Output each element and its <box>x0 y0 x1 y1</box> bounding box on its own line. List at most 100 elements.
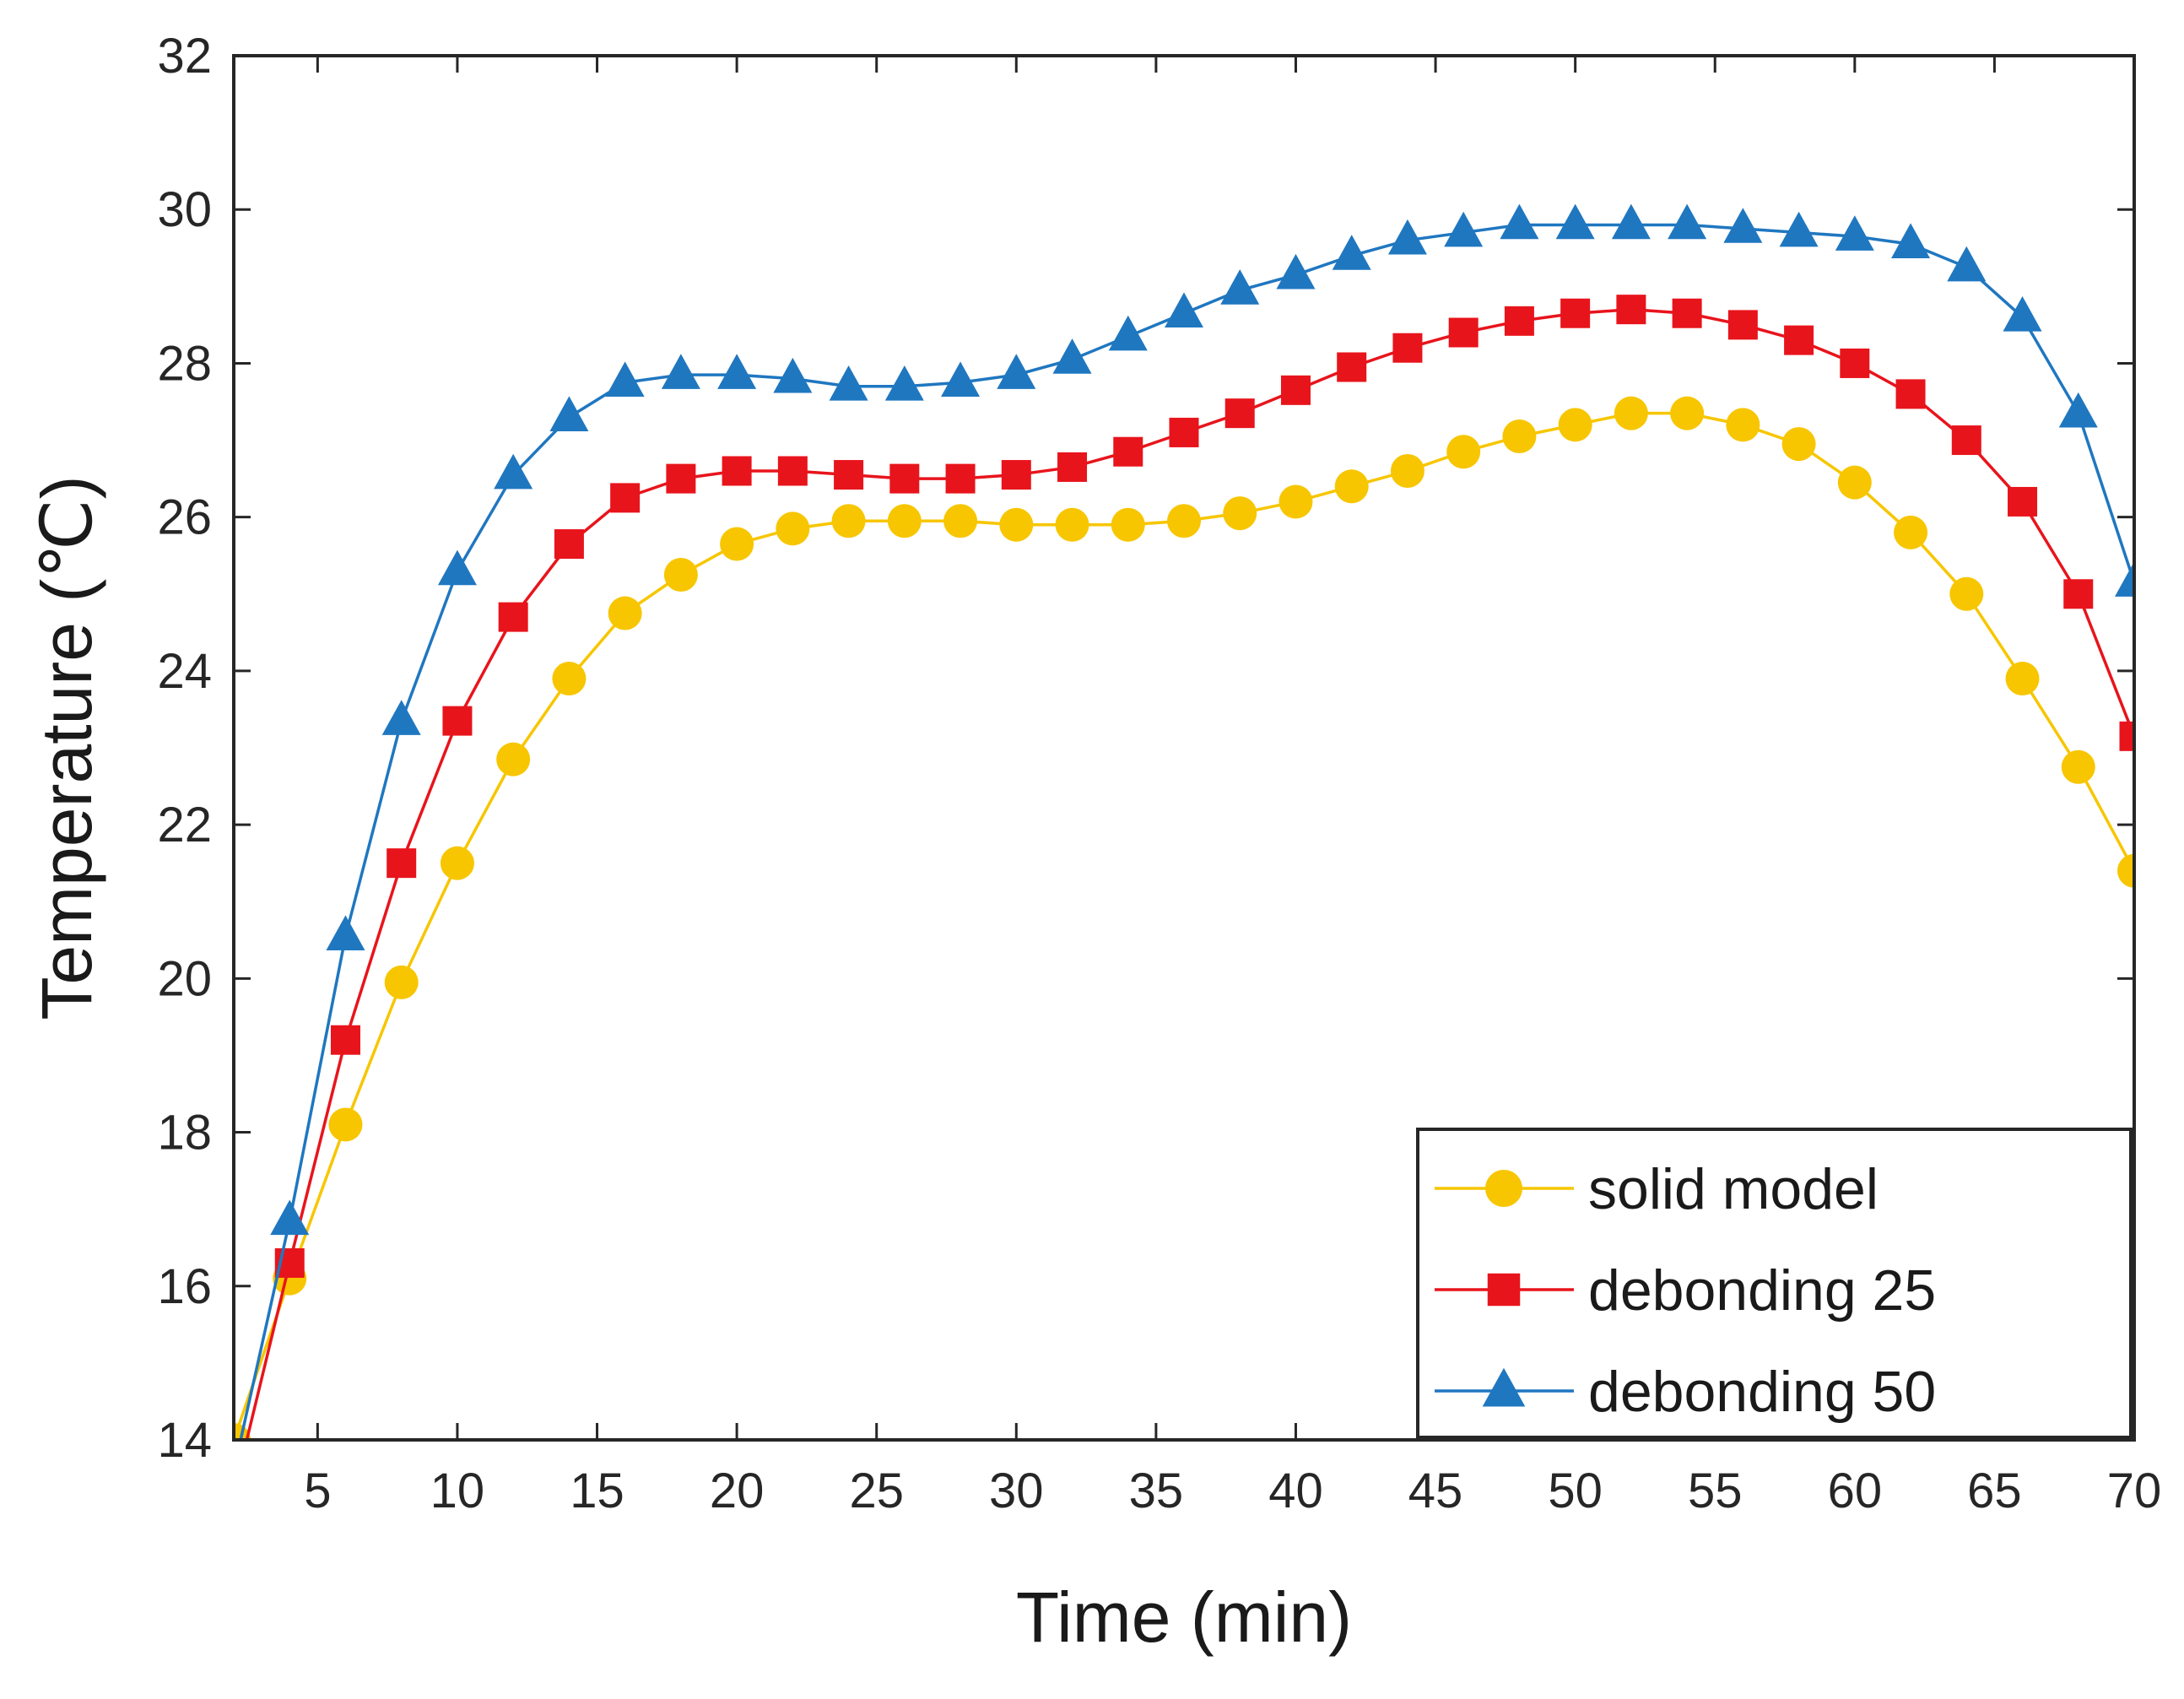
point-debonding-50-marker-28 <box>1779 211 1819 247</box>
point-debonding-50-marker-4 <box>437 549 477 586</box>
point-debonding-25-marker-26 <box>1672 298 1702 328</box>
series-clip-group <box>234 203 2134 1440</box>
legend-label-solid-model: solid model <box>1588 1157 1879 1221</box>
point-debonding-50-marker-32 <box>2003 295 2042 332</box>
x-tick-label-70: 70 <box>2107 1464 2162 1518</box>
point-solid-model-marker-5 <box>496 742 531 776</box>
point-solid-model-marker-19 <box>1279 484 1313 519</box>
point-debonding-50-marker-27 <box>1723 208 1763 243</box>
x-tick-label-15: 15 <box>570 1464 624 1518</box>
y-tick-label-24: 24 <box>157 644 212 699</box>
point-debonding-25-marker-16 <box>1113 436 1143 467</box>
point-debonding-50-marker-15 <box>1052 338 1092 374</box>
point-debonding-50-marker-24 <box>1555 203 1595 240</box>
point-debonding-25-marker-27 <box>1727 310 1758 340</box>
point-debonding-50-marker-19 <box>1276 253 1316 289</box>
y-tick-label-26: 26 <box>157 490 212 545</box>
point-debonding-50-marker-31 <box>1947 246 1987 282</box>
point-solid-model-marker-24 <box>1558 408 1592 442</box>
series-solid-model <box>234 396 2134 1440</box>
x-tick-label-65: 65 <box>1967 1464 2022 1518</box>
point-solid-model-marker-32 <box>2005 662 2040 695</box>
point-solid-model-marker-30 <box>1894 515 1928 549</box>
point-debonding-25-marker-11 <box>834 460 864 490</box>
x-tick-label-20: 20 <box>710 1464 765 1518</box>
point-solid-model-marker-27 <box>1726 408 1760 442</box>
legend-entry-debonding-25: debonding 25 <box>1435 1258 1936 1323</box>
point-debonding-25-marker-4 <box>442 706 473 736</box>
legend-entry-debonding-50: debonding 50 <box>1435 1360 1936 1424</box>
x-tick-label-45: 45 <box>1408 1464 1463 1518</box>
point-debonding-25-marker-9 <box>722 456 752 486</box>
point-debonding-50-marker-22 <box>1444 211 1484 247</box>
point-debonding-50-marker-10 <box>773 357 813 393</box>
series-layer <box>234 203 2134 1440</box>
point-debonding-25-marker-20 <box>1337 352 1367 382</box>
point-solid-model-marker-22 <box>1446 435 1481 469</box>
point-debonding-50-marker-17 <box>1165 292 1203 328</box>
point-debonding-50-marker-16 <box>1108 315 1148 351</box>
point-debonding-25-marker-29 <box>1840 348 1870 378</box>
legend-label-debonding-50: debonding 50 <box>1588 1360 1936 1424</box>
y-tick-label-14: 14 <box>157 1413 212 1468</box>
point-debonding-50-marker-14 <box>997 354 1036 389</box>
y-tick-label-32: 32 <box>157 29 212 84</box>
point-debonding-50-marker-3 <box>381 700 421 735</box>
point-debonding-50-marker-23 <box>1500 203 1539 240</box>
point-debonding-25-marker-32 <box>2008 486 2038 517</box>
x-tick-label-50: 50 <box>1548 1464 1603 1518</box>
point-solid-model-marker-33 <box>2061 749 2095 784</box>
point-solid-model-marker-29 <box>1837 465 1872 500</box>
point-debonding-50-marker-2 <box>326 915 365 951</box>
legend-debonding-50-marker-0 <box>1482 1367 1526 1407</box>
point-solid-model-marker-34 <box>2117 853 2134 888</box>
point-solid-model-marker-12 <box>887 504 922 538</box>
point-debonding-25-marker-19 <box>1280 375 1311 405</box>
point-debonding-50-marker-9 <box>717 354 757 389</box>
point-debonding-50-marker-30 <box>1891 223 1931 259</box>
point-debonding-25-marker-2 <box>330 1025 360 1055</box>
point-solid-model-marker-16 <box>1111 507 1145 542</box>
point-solid-model-marker-3 <box>384 965 419 999</box>
legend: solid model debonding 25 debonding 50 <box>1416 1128 2133 1439</box>
point-debonding-25-marker-34 <box>2119 721 2134 751</box>
point-solid-model-marker-11 <box>831 504 866 538</box>
x-tick-label-35: 35 <box>1129 1464 1184 1518</box>
point-debonding-50-marker-7 <box>605 361 645 398</box>
point-debonding-25-marker-14 <box>1001 460 1031 490</box>
x-tick-label-40: 40 <box>1268 1464 1323 1518</box>
point-solid-model-marker-4 <box>440 846 474 880</box>
point-debonding-50-marker-6 <box>549 396 589 432</box>
point-solid-model-marker-18 <box>1223 496 1257 531</box>
point-debonding-50-marker-5 <box>494 453 533 490</box>
point-debonding-25-marker-15 <box>1057 452 1088 482</box>
point-solid-model-marker-8 <box>663 558 698 592</box>
point-debonding-50-marker-8 <box>661 354 700 389</box>
point-solid-model-marker-2 <box>328 1107 363 1142</box>
point-debonding-25-marker-7 <box>610 483 641 513</box>
point-solid-model-marker-13 <box>943 504 978 538</box>
series-debonding-50 <box>239 203 2134 1440</box>
point-debonding-25-marker-22 <box>1448 317 1479 348</box>
point-debonding-25-marker-28 <box>1784 325 1814 355</box>
point-solid-model-marker-25 <box>1614 396 1648 430</box>
point-debonding-50-marker-11 <box>829 365 868 401</box>
point-solid-model-marker-26 <box>1670 396 1705 430</box>
point-debonding-25-marker-8 <box>666 463 696 494</box>
y-tick-label-22: 22 <box>157 798 212 852</box>
point-debonding-25-marker-25 <box>1616 295 1646 325</box>
y-tick-label-20: 20 <box>157 951 212 1006</box>
point-debonding-25-marker-6 <box>554 529 584 560</box>
series-debonding-25 <box>245 295 2134 1440</box>
point-debonding-25-marker-33 <box>2063 579 2094 609</box>
point-solid-model-marker-17 <box>1167 504 1201 538</box>
point-solid-model-marker-23 <box>1502 419 1537 453</box>
x-tick-label-55: 55 <box>1688 1464 1743 1518</box>
point-debonding-25-marker-12 <box>889 463 920 494</box>
point-debonding-25-marker-10 <box>777 456 808 486</box>
point-solid-model-marker-20 <box>1334 469 1369 504</box>
legend-box <box>1416 1128 2133 1439</box>
y-tick-label-28: 28 <box>157 336 212 391</box>
point-debonding-50-marker-1 <box>270 1199 310 1236</box>
